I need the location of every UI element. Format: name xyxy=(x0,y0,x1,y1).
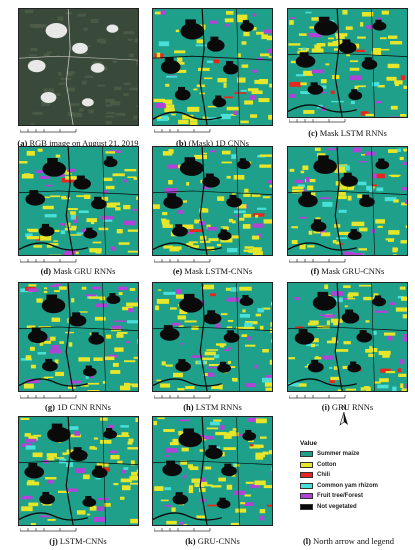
legend-item: Common yam rhizom xyxy=(300,481,410,492)
legend-swatch xyxy=(300,503,313,510)
classification-map-g xyxy=(18,282,139,392)
legend-swatch xyxy=(300,461,313,468)
scale-bar xyxy=(20,527,80,533)
legend-label: Chili xyxy=(317,472,330,479)
scale-bar xyxy=(289,394,349,400)
caption-e: (e) Mask LSTM-CNNs xyxy=(172,266,253,276)
legend-item: Not vegetated xyxy=(300,502,410,513)
caption-f: (f) Mask GRU-CNNs xyxy=(310,266,385,276)
caption-d: (d) Mask GRU RNNs xyxy=(40,266,116,276)
scale-bar xyxy=(289,118,349,124)
legend-label: Not vegetated xyxy=(317,503,357,510)
classification-map-b xyxy=(152,8,273,126)
classification-map-i xyxy=(287,282,408,392)
svg-text:N: N xyxy=(341,405,346,412)
scale-bar xyxy=(20,394,80,400)
legend-swatch xyxy=(300,493,313,500)
caption-g: (g) 1D CNN RNNs xyxy=(45,402,111,412)
scale-bar xyxy=(289,258,349,264)
legend-swatch xyxy=(300,482,313,489)
scale-bar xyxy=(154,128,214,134)
map-legend: Value Summer maize Cotton Chili Common yam … xyxy=(300,440,410,512)
classification-map-j xyxy=(18,416,139,526)
classification-map-f xyxy=(287,146,408,256)
classification-map-k xyxy=(152,416,273,526)
caption-b: (b) (Mask) 1D CNNs xyxy=(176,138,249,148)
classification-map-c xyxy=(287,8,408,118)
legend-item: Cotton xyxy=(300,460,410,471)
legend-item: Fruit tree/Forest xyxy=(300,491,410,502)
scale-bar xyxy=(154,527,214,533)
caption-i: (i) GRU RNNs xyxy=(321,402,374,412)
north-arrow-icon: N xyxy=(337,403,351,431)
legend-label: Summer maize xyxy=(317,451,360,458)
legend-swatch xyxy=(300,472,313,479)
rgb-image-map xyxy=(18,8,139,126)
legend-item: Summer maize xyxy=(300,449,410,460)
scale-bar xyxy=(20,128,80,134)
scale-bar xyxy=(20,258,80,264)
classification-map-d xyxy=(18,146,139,256)
classification-map-h xyxy=(152,282,273,392)
legend-title: Value xyxy=(300,440,317,447)
caption-h: (h) LSTM RNNs xyxy=(183,402,242,412)
legend-swatch xyxy=(300,451,313,458)
scale-bar xyxy=(154,394,214,400)
classification-map-e xyxy=(152,146,273,256)
caption-c: (c) Mask LSTM RNNs xyxy=(308,128,387,138)
caption-a: (a) RGB image on August 21, 2019 xyxy=(17,138,139,148)
legend-label: Common yam rhizom xyxy=(317,482,379,489)
caption-k: (k) GRU-CNNs xyxy=(185,536,240,546)
caption-l: (l) North arrow and legend xyxy=(302,536,395,546)
scale-bar xyxy=(154,258,214,264)
legend-label: Cotton xyxy=(317,461,337,468)
caption-j: (j) LSTM-CNNs xyxy=(49,536,107,546)
legend-item: Chili xyxy=(300,470,410,481)
legend-label: Fruit tree/Forest xyxy=(317,493,364,500)
